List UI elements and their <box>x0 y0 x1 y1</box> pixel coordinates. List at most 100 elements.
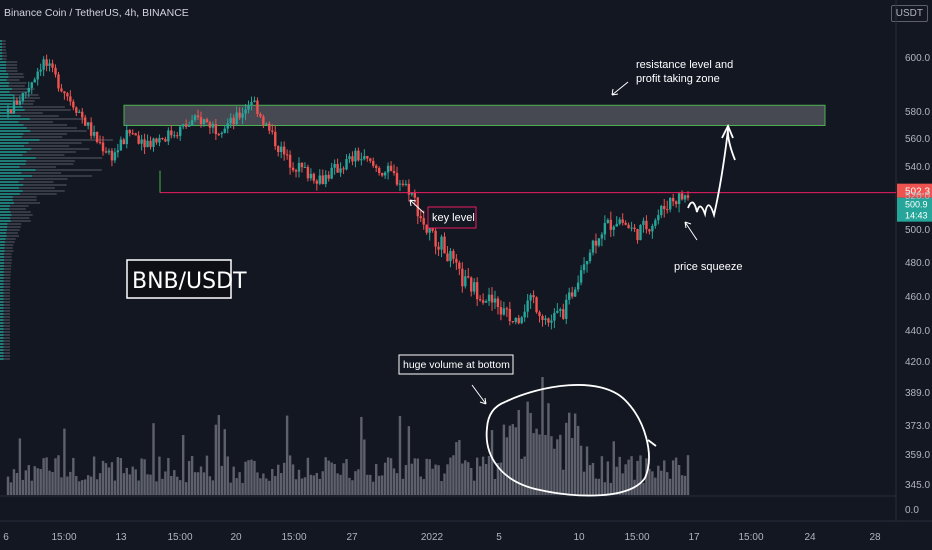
volume-bar <box>86 475 90 495</box>
volume-bar <box>167 458 170 495</box>
profile-bar <box>3 310 11 312</box>
profile-bar-up <box>0 148 32 150</box>
candle-body <box>389 165 393 171</box>
profile-bar-up <box>0 175 33 177</box>
volume-bar <box>517 410 520 495</box>
candle-body <box>550 320 553 323</box>
candle-body <box>547 318 550 323</box>
profile-bar <box>20 115 59 117</box>
volume-bar <box>187 460 191 495</box>
candle-body <box>291 167 295 171</box>
volume-bar <box>502 424 506 495</box>
currency-button[interactable]: USDT <box>890 5 928 22</box>
time-tick-label: 20 <box>230 532 242 543</box>
candle-body <box>431 227 434 231</box>
price-tick-label: 600.0 <box>905 53 930 64</box>
candle-body <box>297 162 301 172</box>
candle-body <box>481 300 485 303</box>
profile-bar-up <box>0 277 4 279</box>
volume-bar <box>39 469 42 495</box>
volume-bar <box>532 433 535 495</box>
profile-bar-up <box>0 232 7 234</box>
candle-body <box>624 222 627 225</box>
time-tick-label: 28 <box>869 532 881 543</box>
profile-bar-up <box>0 145 25 147</box>
profile-bar-up <box>0 349 4 351</box>
volume-bar <box>238 472 241 495</box>
profile-bar-up <box>0 40 2 42</box>
volume-bar <box>434 464 437 495</box>
volume-bar <box>496 463 500 495</box>
volume-bar <box>570 438 574 495</box>
candle-body <box>181 124 185 127</box>
volume-bar <box>193 472 197 495</box>
candle-body <box>458 262 461 269</box>
candle-body <box>395 173 399 185</box>
profile-bar <box>2 46 6 48</box>
profile-bar-up <box>0 100 13 102</box>
volume-bar <box>576 425 580 495</box>
candle-body <box>615 223 618 227</box>
volume-bar <box>342 463 345 495</box>
candle-body <box>190 120 194 126</box>
profile-bar-up <box>0 220 11 222</box>
candle-body <box>164 139 167 142</box>
volume-bar <box>461 463 464 495</box>
profile-bar <box>39 139 113 141</box>
candle-body <box>6 109 10 112</box>
volume-bar <box>223 429 226 495</box>
profile-bar-up <box>0 262 5 264</box>
volume-bar <box>33 466 36 495</box>
profile-bar-up <box>0 64 6 66</box>
volume-bar <box>297 469 301 495</box>
profile-bar <box>11 103 34 105</box>
volume-bar <box>107 467 111 495</box>
candle-body <box>473 282 476 292</box>
profile-bar <box>2 58 7 60</box>
volume-bar <box>205 455 209 495</box>
candle-body <box>380 172 384 176</box>
profile-bar <box>13 97 40 99</box>
candle-body <box>535 297 538 313</box>
volume-bar <box>214 424 218 495</box>
candle-body <box>232 117 235 125</box>
volume-bar <box>443 473 446 495</box>
profile-bar <box>25 163 74 165</box>
volume-bar <box>137 480 140 495</box>
volume-bar <box>149 474 152 495</box>
candle-body <box>526 300 529 312</box>
profile-bar <box>3 298 11 300</box>
candle-body <box>306 166 310 179</box>
volume-bar <box>140 458 143 495</box>
volume-bar <box>562 469 565 495</box>
candle-body <box>386 165 390 173</box>
candle-body <box>167 130 170 142</box>
profile-bar-up <box>0 97 14 99</box>
candle-body <box>383 172 387 176</box>
candle-body <box>211 124 215 128</box>
volume-bar <box>597 478 601 495</box>
candle-body <box>42 59 45 70</box>
profile-bar <box>8 73 24 75</box>
key-level-group: 502.3 500.914:43 <box>159 170 932 222</box>
profile-bar-up <box>0 121 19 123</box>
candle-body <box>671 197 675 202</box>
volume-bar <box>369 474 372 495</box>
volume-bar <box>357 469 360 495</box>
volume-bar <box>538 434 541 495</box>
candle-body <box>268 123 271 131</box>
volume-bar <box>63 428 66 495</box>
volume-bar <box>143 459 146 495</box>
volume-bar <box>158 456 161 495</box>
profile-bar-up <box>0 130 31 132</box>
volume-bar <box>259 478 262 495</box>
candle-body <box>651 225 654 232</box>
profile-bar-up <box>0 118 30 120</box>
profile-bar-up <box>0 211 11 213</box>
profile-bar <box>26 160 75 162</box>
volume-bar <box>422 479 425 495</box>
volume-bar <box>591 462 595 495</box>
volume-bar <box>324 457 327 495</box>
volume-bar <box>241 482 244 495</box>
